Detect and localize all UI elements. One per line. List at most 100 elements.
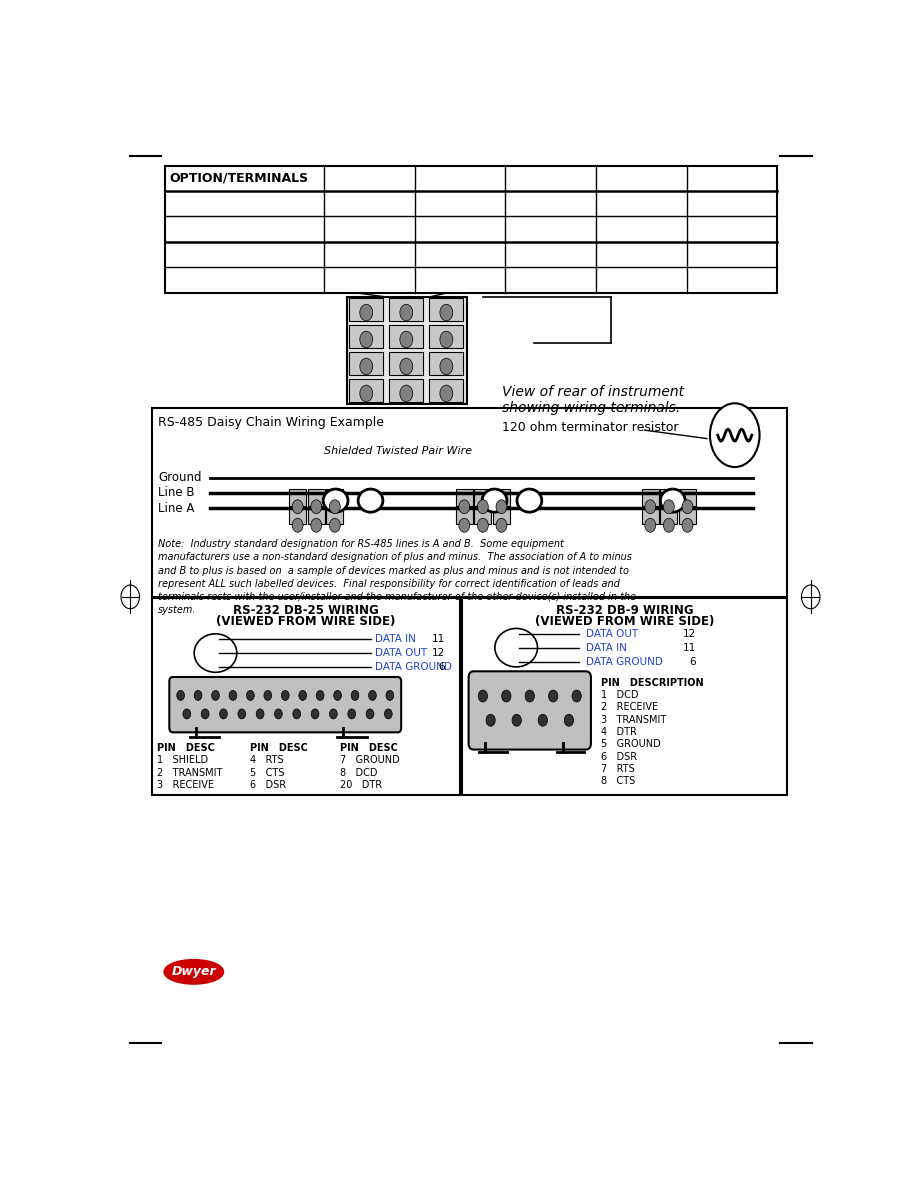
Text: PIN   DESC: PIN DESC: [251, 744, 308, 753]
Text: PIN   DESCRIPTION: PIN DESCRIPTION: [601, 677, 704, 688]
Bar: [455, 507, 473, 524]
Text: 4   RTS: 4 RTS: [251, 756, 284, 765]
Circle shape: [477, 500, 488, 513]
Circle shape: [311, 500, 321, 513]
Text: 12: 12: [431, 649, 445, 658]
Text: (VIEWED FROM WIRE SIDE): (VIEWED FROM WIRE SIDE): [535, 615, 714, 628]
Text: 6: 6: [438, 662, 445, 672]
Circle shape: [477, 518, 488, 532]
Bar: [493, 489, 510, 506]
Circle shape: [360, 331, 373, 348]
Ellipse shape: [660, 489, 685, 512]
Text: OPTION/TERMINALS: OPTION/TERMINALS: [169, 172, 308, 185]
Circle shape: [360, 358, 373, 374]
Circle shape: [247, 690, 254, 701]
Text: DATA IN: DATA IN: [586, 643, 626, 652]
Text: 7   GROUND: 7 GROUND: [340, 756, 399, 765]
Circle shape: [274, 709, 283, 719]
Circle shape: [682, 518, 693, 532]
Text: 8   CTS: 8 CTS: [601, 776, 635, 786]
Circle shape: [292, 518, 303, 532]
Text: 1   DCD: 1 DCD: [601, 690, 639, 700]
Bar: [430, 379, 464, 402]
Circle shape: [230, 690, 237, 701]
Circle shape: [459, 500, 470, 513]
Circle shape: [400, 304, 413, 321]
Circle shape: [440, 358, 453, 374]
Text: 120 ohm terminator resistor: 120 ohm terminator resistor: [502, 421, 678, 434]
Circle shape: [264, 690, 272, 701]
Circle shape: [195, 690, 202, 701]
Text: DATA OUT: DATA OUT: [375, 649, 427, 658]
Text: 1   SHIELD: 1 SHIELD: [157, 756, 208, 765]
Bar: [389, 324, 423, 348]
Text: 4   DTR: 4 DTR: [601, 727, 637, 737]
Circle shape: [330, 709, 337, 719]
Circle shape: [212, 690, 219, 701]
Circle shape: [316, 690, 324, 701]
Bar: [326, 489, 343, 506]
Text: View of rear of instrument
showing wiring terminals.: View of rear of instrument showing wirin…: [502, 385, 685, 416]
Circle shape: [400, 331, 413, 348]
Circle shape: [549, 690, 558, 702]
Text: Ground: Ground: [158, 470, 202, 484]
Circle shape: [644, 518, 655, 532]
Text: RS-232 DB-9 WIRING: RS-232 DB-9 WIRING: [556, 605, 693, 618]
Bar: [326, 507, 343, 524]
Circle shape: [348, 709, 355, 719]
Bar: [349, 324, 384, 348]
Text: 2   TRANSMIT: 2 TRANSMIT: [157, 767, 223, 778]
Circle shape: [664, 500, 675, 513]
Text: 3   TRANSMIT: 3 TRANSMIT: [601, 715, 666, 725]
Circle shape: [368, 690, 376, 701]
Circle shape: [385, 709, 392, 719]
Text: Shielded Twisted Pair Wire: Shielded Twisted Pair Wire: [324, 446, 472, 455]
Text: DATA OUT: DATA OUT: [586, 628, 638, 639]
Text: 8   DCD: 8 DCD: [340, 767, 377, 778]
Circle shape: [644, 500, 655, 513]
Bar: [493, 507, 510, 524]
Text: 6: 6: [689, 657, 697, 666]
Circle shape: [299, 690, 307, 701]
Circle shape: [440, 331, 453, 348]
Circle shape: [512, 714, 521, 726]
Bar: [347, 297, 467, 404]
Bar: [660, 507, 677, 524]
Bar: [289, 489, 307, 506]
Bar: [475, 489, 491, 506]
Circle shape: [565, 714, 574, 726]
Bar: [389, 298, 423, 321]
Bar: [349, 379, 384, 402]
Circle shape: [351, 690, 359, 701]
Ellipse shape: [358, 489, 383, 512]
Circle shape: [496, 500, 507, 513]
Bar: [475, 507, 491, 524]
Bar: [642, 507, 659, 524]
Ellipse shape: [164, 960, 223, 984]
Text: 12: 12: [683, 628, 697, 639]
Bar: [679, 507, 696, 524]
Circle shape: [664, 518, 675, 532]
Bar: [349, 352, 384, 374]
Text: PIN   DESC: PIN DESC: [340, 744, 397, 753]
Bar: [660, 489, 677, 506]
FancyBboxPatch shape: [468, 671, 591, 750]
Bar: [152, 409, 788, 596]
Text: 5   CTS: 5 CTS: [251, 767, 285, 778]
Bar: [430, 352, 464, 374]
Text: PIN   DESC: PIN DESC: [157, 744, 215, 753]
Text: Note:  Industry standard designation for RS-485 lines is A and B.  Some equipmen: Note: Industry standard designation for …: [158, 539, 636, 615]
Circle shape: [256, 709, 264, 719]
Circle shape: [400, 358, 413, 374]
Circle shape: [311, 709, 319, 719]
Bar: [165, 165, 778, 292]
Text: Line A: Line A: [158, 501, 195, 514]
Circle shape: [201, 709, 209, 719]
Bar: [389, 352, 423, 374]
Bar: [308, 489, 325, 506]
Circle shape: [572, 690, 581, 702]
Circle shape: [682, 500, 693, 513]
Circle shape: [478, 690, 487, 702]
Circle shape: [710, 403, 759, 467]
Bar: [642, 489, 659, 506]
